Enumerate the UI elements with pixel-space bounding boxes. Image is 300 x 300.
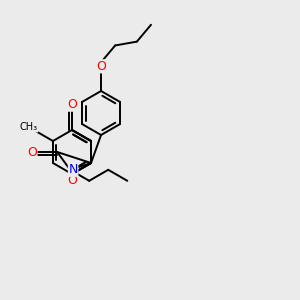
Text: O: O [96,60,106,73]
Text: O: O [67,98,77,111]
Text: CH₃: CH₃ [20,122,38,132]
Text: O: O [27,146,37,158]
Text: N: N [68,163,78,176]
Text: O: O [67,175,77,188]
